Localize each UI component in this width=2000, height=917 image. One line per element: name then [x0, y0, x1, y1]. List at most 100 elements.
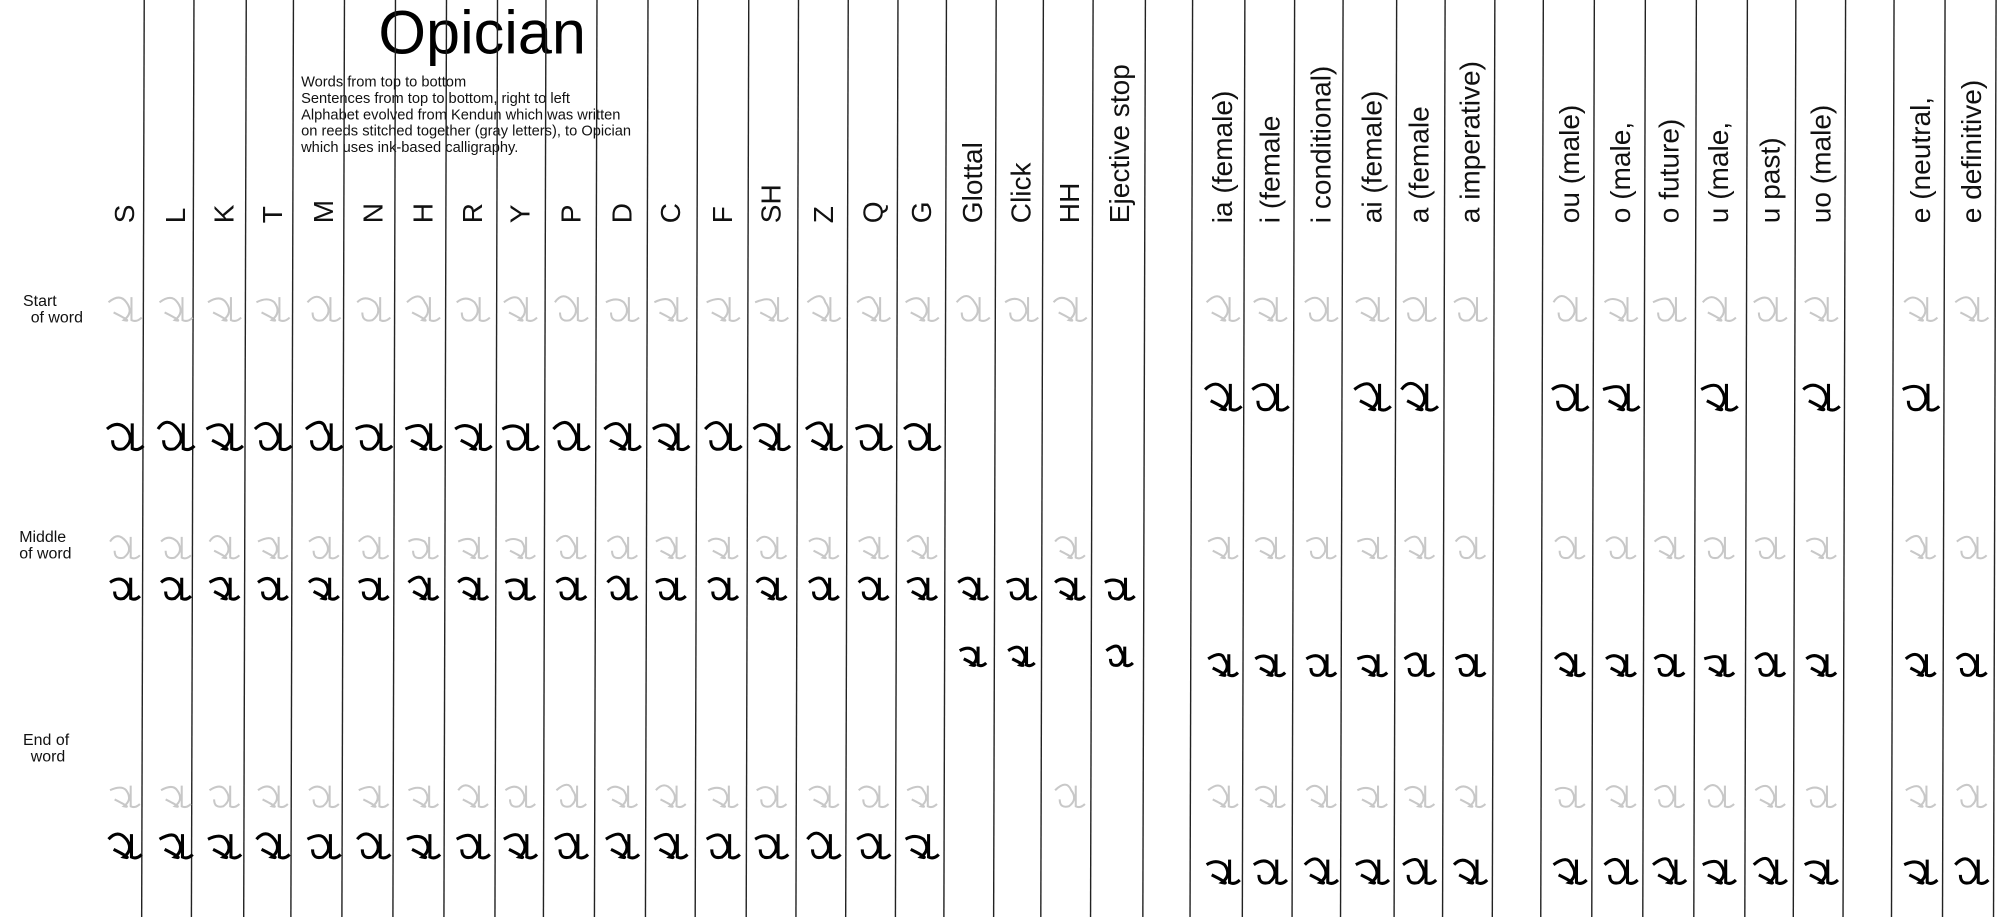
opician-glyph — [1802, 383, 1841, 412]
opician-glyph — [1902, 383, 1941, 412]
column-divider — [1642, 0, 1647, 917]
kendun-glyph — [1356, 785, 1388, 809]
kendun-glyph — [504, 785, 536, 809]
opician-glyph — [1254, 654, 1287, 678]
kendun-glyph — [1305, 536, 1337, 560]
opician-glyph — [1403, 652, 1436, 678]
column-divider — [1491, 0, 1496, 917]
row-label: of word — [19, 546, 71, 563]
kendun-glyph — [1355, 297, 1390, 322]
column-divider — [1744, 0, 1749, 917]
kendun-glyph — [808, 785, 840, 809]
kendun-glyph — [1753, 296, 1788, 322]
column-divider — [694, 0, 699, 917]
column-divider — [341, 0, 346, 917]
opician-glyph — [307, 577, 340, 601]
kendun-glyph — [160, 536, 192, 560]
kendun-glyph — [257, 785, 289, 809]
opician-glyph — [603, 421, 642, 452]
opician-glyph — [205, 423, 245, 452]
column-header: Glottal — [957, 142, 988, 223]
kendun-glyph — [109, 785, 141, 809]
column-header: P — [555, 204, 586, 223]
opician-glyph — [555, 576, 588, 601]
opician-glyph — [160, 577, 192, 601]
column-header: a imperative) — [1455, 61, 1486, 223]
kendun-glyph — [808, 536, 840, 560]
opician-glyph — [504, 577, 537, 601]
opician-glyph — [1303, 857, 1340, 885]
kendun-glyph — [1304, 296, 1339, 322]
column-header: M — [308, 200, 339, 223]
kendun-glyph — [1454, 535, 1487, 560]
column-divider — [494, 0, 499, 917]
column-header: Z — [808, 206, 839, 223]
kendun-glyph — [1605, 536, 1637, 560]
column-divider — [1291, 0, 1296, 917]
kendun-glyph — [1052, 296, 1088, 322]
kendun-glyph — [1754, 536, 1786, 560]
row-label: Start — [23, 293, 57, 310]
column-divider — [1941, 0, 1946, 917]
opician-glyph — [1305, 654, 1338, 678]
column-header: D — [606, 203, 637, 223]
opician-glyph — [808, 576, 840, 601]
kendun-glyph — [408, 785, 440, 809]
kendun-glyph — [906, 535, 938, 560]
kendun-glyph — [1754, 784, 1786, 809]
opician-glyph — [1005, 577, 1038, 601]
opician-glyph — [501, 423, 540, 452]
column-header: Ejective stop — [1104, 64, 1135, 223]
opician-glyph — [1355, 859, 1391, 885]
opician-glyph — [1105, 644, 1134, 668]
column-divider — [1089, 0, 1094, 917]
opician-glyph — [1954, 857, 1990, 885]
kendun-glyph — [653, 297, 689, 322]
column-header: HH — [1054, 183, 1085, 224]
kendun-glyph — [208, 785, 241, 809]
column-divider — [1792, 0, 1797, 917]
column-divider — [1842, 0, 1847, 917]
opician-glyph — [653, 832, 689, 860]
kendun-glyph — [1305, 784, 1337, 809]
row-label: of word — [31, 310, 83, 327]
kendun-glyph — [357, 535, 390, 560]
kendun-glyph — [1356, 536, 1388, 560]
kendun-glyph — [107, 296, 143, 322]
opician-glyph — [606, 575, 639, 601]
kendun-glyph — [555, 783, 587, 809]
kendun-glyph — [1805, 785, 1837, 809]
kendun-glyph — [407, 536, 440, 560]
column-divider — [242, 0, 247, 917]
opician-glyph — [1752, 856, 1788, 885]
kendun-glyph — [1554, 535, 1586, 560]
opician-glyph — [1454, 653, 1487, 678]
opician-glyph — [957, 576, 990, 601]
kendun-glyph — [1653, 535, 1686, 560]
column-divider — [542, 0, 547, 917]
opician-glyph — [906, 577, 939, 601]
opician-glyph — [1251, 382, 1290, 412]
opician-glyph — [207, 834, 243, 860]
opician-glyph — [552, 420, 591, 452]
columns: S L K T M N H R Y P D C F SH Z Q G Glottal Click HH Ejective… — [105, 0, 1997, 917]
column-header: H — [407, 203, 438, 223]
opician-glyph — [1400, 381, 1440, 412]
opician-glyph — [856, 833, 892, 860]
kendun-glyph — [1454, 785, 1487, 809]
column-divider — [894, 0, 899, 917]
kendun-glyph — [606, 785, 639, 809]
kendun-glyph — [1653, 784, 1686, 809]
opician-glyph — [1402, 857, 1438, 885]
kendun-glyph — [1905, 785, 1937, 809]
column-divider — [1591, 0, 1596, 917]
opician-glyph — [354, 423, 394, 452]
opician-glyph — [1703, 654, 1736, 678]
kendun-glyph — [456, 297, 491, 322]
description-line: which uses ink-based calligraphy. — [300, 140, 518, 156]
opician-glyph — [1356, 654, 1389, 678]
kendun-glyph — [856, 295, 892, 322]
opician-glyph — [1805, 654, 1838, 678]
column-header: e definitive) — [1956, 80, 1987, 223]
